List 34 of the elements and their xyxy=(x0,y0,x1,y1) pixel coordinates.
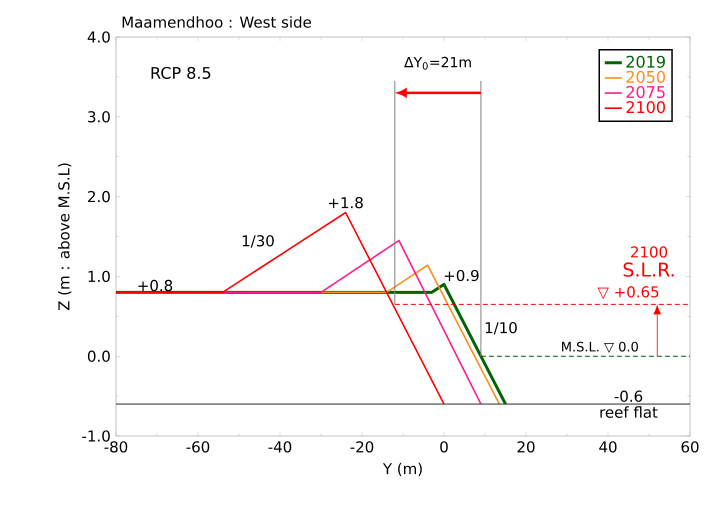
y-tick-label: 2.0 xyxy=(88,190,110,202)
annotation: ▽ +0.65 xyxy=(597,286,658,300)
y-tick-label: 3.0 xyxy=(88,111,110,122)
y-axis-title: Z (m : above M.S.L) xyxy=(58,163,72,310)
annotation: +1.8 xyxy=(328,197,363,208)
chart-title: Maamendhoo : West side xyxy=(122,16,312,28)
annotation: reef flat xyxy=(600,406,658,418)
annotation: RCP 8.5 xyxy=(152,66,210,79)
legend-label: 2019 xyxy=(626,56,665,68)
x-tick-label: -80 xyxy=(104,441,128,453)
annotation: 1/30 xyxy=(242,235,274,248)
legend-label: 2050 xyxy=(626,70,665,83)
annotation: S.L.R. xyxy=(624,262,674,277)
y-tick-label: -1.0 xyxy=(82,430,110,442)
legend-label: 2075 xyxy=(626,86,665,98)
x-tick-label: 40 xyxy=(599,441,617,453)
y-tick-label: 4.0 xyxy=(88,31,110,43)
annotation: +0.8 xyxy=(138,280,172,292)
x-axis-title: Y (m) xyxy=(382,462,422,476)
x-tick-label: 0 xyxy=(440,441,448,453)
annotation: +0.9 xyxy=(444,270,479,282)
y-tick-label: 1.0 xyxy=(88,270,110,282)
x-tick-label: 60 xyxy=(682,441,699,453)
x-tick-label: -60 xyxy=(186,441,210,453)
x-tick-label: -20 xyxy=(350,441,374,453)
x-tick-label: -40 xyxy=(268,441,292,453)
annotation: 1/10 xyxy=(486,322,517,335)
annotation: M.S.L. ▽ 0.0 xyxy=(562,342,638,353)
legend-label: 2100 xyxy=(626,101,665,114)
annotation: ΔY$_{0}$=21m xyxy=(404,56,471,70)
annotation: -0.6 xyxy=(614,390,642,402)
annotation: 2100 xyxy=(631,246,668,258)
x-tick-label: 20 xyxy=(518,441,535,453)
y-tick-label: 0.0 xyxy=(88,350,110,362)
